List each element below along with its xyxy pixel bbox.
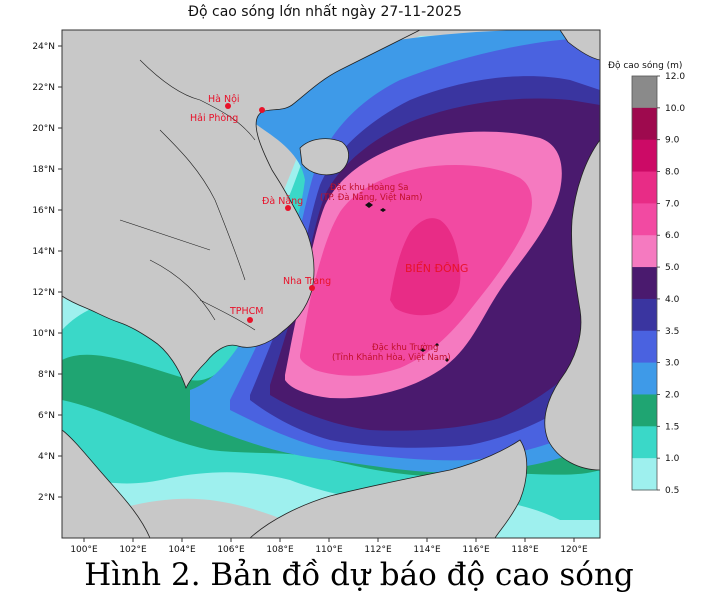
colorbar-tick-label: 2.0 bbox=[665, 390, 680, 400]
colorbar-swatch bbox=[632, 458, 657, 491]
colorbar-tick-label: 5.0 bbox=[665, 263, 680, 273]
colorbar-swatch bbox=[632, 426, 657, 459]
colorbar-tick-label: 8.0 bbox=[665, 168, 680, 178]
colorbar-swatch bbox=[632, 267, 657, 300]
marker-ha-noi bbox=[225, 103, 231, 109]
wave-band-7-0 bbox=[390, 218, 461, 316]
label-hoang-sa: Đặc khu Hoàng Sa bbox=[330, 183, 408, 193]
colorbar-swatch bbox=[632, 362, 657, 395]
lat-tick-label: 2°N bbox=[38, 493, 55, 503]
lat-tick-label: 4°N bbox=[38, 452, 55, 462]
lon-tick-label: 112°E bbox=[364, 545, 392, 555]
marker-da-nang bbox=[285, 205, 291, 211]
colorbar-tick-label: 10.0 bbox=[665, 104, 685, 114]
label-hcm: TPHCM bbox=[229, 306, 264, 317]
lat-tick-label: 14°N bbox=[32, 247, 55, 257]
lon-tick-label: 110°E bbox=[315, 545, 343, 555]
land-malay-peninsula bbox=[62, 429, 151, 538]
land-borneo bbox=[249, 439, 528, 538]
colorbar-tick-label: 1.0 bbox=[665, 454, 680, 464]
islands-spratly bbox=[420, 343, 449, 362]
colorbar-swatch bbox=[632, 107, 657, 141]
colorbar-frame bbox=[631, 75, 658, 491]
colorbar-swatch bbox=[632, 394, 657, 427]
colorbar-tick-label: 3.5 bbox=[665, 327, 679, 337]
label-hai-phong: Hải Phòng bbox=[190, 113, 238, 124]
label-truong-sa-sub: (Tỉnh Khánh Hòa, Việt Nam) bbox=[332, 352, 451, 363]
marker-nha-trang bbox=[309, 285, 315, 291]
islands-paracel bbox=[365, 202, 386, 212]
longitude-axis: 100°E 102°E 104°E 106°E 108°E 110°E 112°E 114°E… bbox=[70, 538, 588, 555]
colorbar-swatch bbox=[632, 171, 657, 204]
colorbar: Độ cao sóng (m) 12.0 10.0 9.0 8.0 7.0 6.0 5.0 4… bbox=[608, 60, 685, 496]
country-borders bbox=[119, 59, 256, 331]
latitude-axis: 24°N 22°N 20°N 18°N 16°N 14°N 12°N 10°N 8°N 6°N 4°… bbox=[32, 42, 62, 503]
lon-tick-label: 106°E bbox=[217, 545, 245, 555]
map-area: Hà Nội Hải Phòng Đà Nẵng Nha Trang TPHCM… bbox=[62, 30, 600, 538]
land-hainan bbox=[299, 138, 349, 176]
colorbar-swatch bbox=[632, 139, 657, 173]
lat-tick-label: 18°N bbox=[32, 165, 55, 175]
label-bien-dong: BIỂN ĐÔNG bbox=[405, 261, 468, 275]
colorbar-tick-label: 7.0 bbox=[665, 199, 680, 209]
lon-tick-label: 116°E bbox=[462, 545, 490, 555]
label-hoang-sa-sub: (TP. Đà Nẵng, Việt Nam) bbox=[320, 192, 422, 203]
figure-caption: Hình 2. Bản đồ dự báo độ cao sóng bbox=[84, 557, 634, 593]
colorbar-tick-label: 3.0 bbox=[665, 359, 680, 369]
land-mainland bbox=[62, 30, 421, 390]
lon-tick-label: 120°E bbox=[560, 545, 588, 555]
colorbar-tick-label: 4.0 bbox=[665, 295, 680, 305]
map-title: Độ cao sóng lớn nhất ngày 27-11-2025 bbox=[188, 4, 462, 20]
lon-tick-label: 104°E bbox=[168, 545, 196, 555]
lon-tick-label: 108°E bbox=[266, 545, 294, 555]
colorbar-swatch bbox=[632, 235, 657, 268]
lat-tick-label: 6°N bbox=[38, 411, 55, 421]
wave-height-map: Hà Nội Hải Phòng Đà Nẵng Nha Trang TPHCM… bbox=[32, 29, 685, 555]
label-truong-sa: Đặc khu Trường bbox=[372, 342, 438, 353]
lat-tick-label: 16°N bbox=[32, 206, 55, 216]
colorbar-swatch bbox=[632, 203, 657, 236]
colorbar-title: Độ cao sóng (m) bbox=[608, 60, 682, 71]
label-nha-trang: Nha Trang bbox=[283, 276, 331, 287]
lat-tick-label: 8°N bbox=[38, 370, 55, 380]
colorbar-tick-label: 0.5 bbox=[665, 486, 679, 496]
lon-tick-label: 118°E bbox=[511, 545, 539, 555]
colorbar-swatch bbox=[632, 76, 657, 109]
lat-tick-label: 20°N bbox=[32, 124, 55, 134]
colorbar-tick-label: 1.5 bbox=[665, 422, 679, 432]
colorbar-tick-label: 6.0 bbox=[665, 231, 680, 241]
label-da-nang: Đà Nẵng bbox=[262, 196, 303, 207]
colorbar-tick-label: 12.0 bbox=[665, 72, 685, 82]
lat-tick-label: 22°N bbox=[32, 83, 55, 93]
colorbar-swatch bbox=[632, 330, 657, 364]
marker-hai-phong bbox=[259, 107, 265, 113]
lon-tick-label: 114°E bbox=[413, 545, 441, 555]
lat-tick-label: 10°N bbox=[32, 329, 55, 339]
lon-tick-label: 100°E bbox=[70, 545, 98, 555]
lat-tick-label: 12°N bbox=[32, 288, 55, 298]
colorbar-tick-label: 9.0 bbox=[665, 136, 680, 146]
map-frame bbox=[61, 29, 601, 539]
marker-hcm bbox=[247, 317, 253, 323]
lon-tick-label: 102°E bbox=[119, 545, 147, 555]
lat-tick-label: 24°N bbox=[32, 42, 55, 52]
label-ha-noi: Hà Nội bbox=[208, 94, 240, 105]
land-philippines bbox=[544, 139, 600, 471]
colorbar-swatch bbox=[632, 298, 657, 332]
